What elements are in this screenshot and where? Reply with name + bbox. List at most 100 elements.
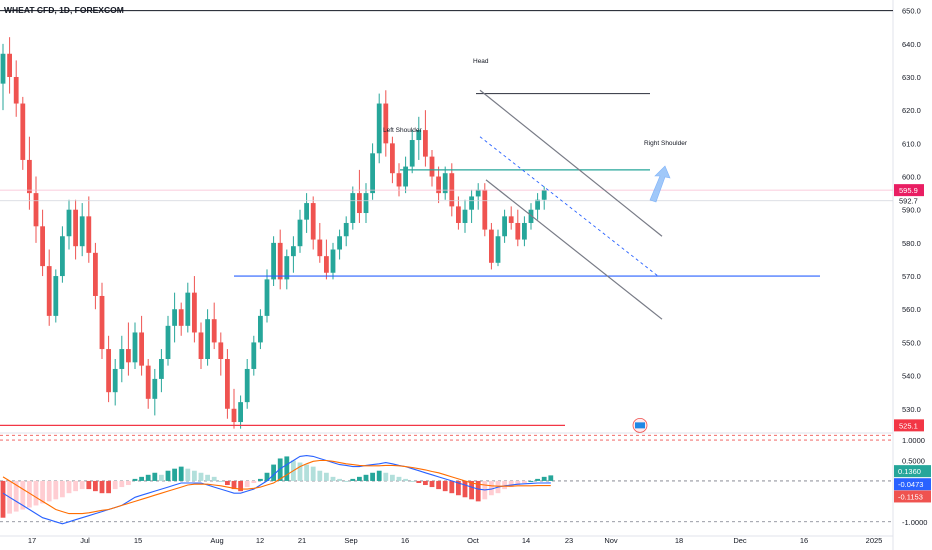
- candle-body: [185, 292, 191, 326]
- candle-body: [469, 196, 474, 210]
- candle-body: [119, 349, 125, 369]
- price-tick-label: 540.0: [902, 372, 921, 381]
- candle-body: [508, 216, 514, 223]
- macd-histogram-value-label: 0.1360: [898, 467, 921, 476]
- candle-body: [383, 103, 389, 144]
- candle-body: [357, 193, 362, 214]
- candle-body: [244, 368, 250, 403]
- time-tick-label: 16: [401, 536, 409, 545]
- time-tick-label: Sep: [344, 536, 357, 545]
- macd-histogram-bar: [238, 480, 243, 492]
- time-tick-label: 12: [256, 536, 264, 545]
- macd-histogram-bar: [198, 472, 204, 481]
- macd-histogram-bar: [376, 470, 382, 481]
- macd-histogram-bar: [218, 480, 224, 482]
- price-tick-label: 590.0: [902, 206, 921, 215]
- macd-histogram-bar: [93, 480, 98, 492]
- macd-histogram-bar: [0, 480, 6, 518]
- macd-histogram-bar: [357, 476, 362, 481]
- candle-body: [271, 242, 276, 280]
- price-tick-label: 610.0: [902, 139, 921, 148]
- candle-body: [20, 103, 26, 160]
- macd-histogram-bar: [73, 480, 78, 492]
- mid-price-label: 592.7: [899, 197, 918, 206]
- candle-body: [13, 76, 19, 104]
- candle-body: [522, 222, 527, 240]
- last-price-tag: [894, 184, 924, 197]
- macd-histogram-bar: [528, 480, 534, 482]
- channel-upper: [479, 89, 663, 237]
- macd-histogram-bar: [277, 458, 283, 481]
- macd-histogram-bar: [462, 480, 468, 498]
- candle-body: [205, 319, 210, 360]
- macd-histogram-bar: [139, 476, 144, 481]
- macd-histogram-bar: [442, 480, 448, 492]
- axis-layer: 530.0 540.0 550.0 560.0 570.0 580.0 590.0 600.0…: [28, 7, 931, 545]
- macd-value-tag: [894, 478, 931, 491]
- macd-histogram-bar: [535, 478, 540, 481]
- macd-histogram-bar: [159, 474, 164, 481]
- candle-body: [251, 342, 257, 369]
- time-tick-label: 21: [298, 536, 306, 545]
- time-tick-label: Jul: [80, 536, 90, 545]
- macd-histogram-bar: [165, 470, 171, 481]
- candle-body: [112, 368, 118, 393]
- candle-body: [27, 159, 32, 194]
- candle-body: [310, 203, 316, 240]
- candle-body: [218, 342, 224, 360]
- macd-histogram-bar: [324, 472, 329, 481]
- macd-histogram-bar: [66, 480, 72, 494]
- macd-histogram-bar: [310, 466, 316, 481]
- macd-histogram-bar: [99, 480, 105, 494]
- macd-histogram-bar: [317, 470, 323, 481]
- candle-body: [139, 332, 144, 366]
- macd-histogram-bar: [106, 480, 111, 494]
- macd-histogram-bar: [119, 480, 125, 488]
- macd-histogram-bar: [132, 478, 138, 481]
- candle-body: [258, 315, 263, 343]
- candle-body: [284, 256, 290, 280]
- macd-histogram-bar: [297, 462, 303, 481]
- price-pane[interactable]: [0, 37, 547, 429]
- macd-histogram-bar: [350, 478, 356, 481]
- time-tick-label: 16: [800, 536, 808, 545]
- candle-body: [60, 236, 65, 277]
- signal-value-tag: [894, 490, 931, 503]
- price-tick-label: 580.0: [902, 239, 921, 248]
- macd-histogram-bar: [436, 480, 441, 490]
- macd-histogram-bar: [172, 468, 177, 481]
- time-tick-label: 15: [134, 536, 142, 545]
- candle-body: [330, 249, 336, 273]
- macd-histogram-bar: [515, 480, 521, 486]
- macd-histogram-bar: [502, 480, 507, 490]
- macd-histogram-bar: [13, 480, 19, 512]
- candle-body: [126, 349, 131, 363]
- macd-value-label: -0.0473: [898, 480, 923, 489]
- macd-histogram-bar: [456, 480, 461, 496]
- macd-pane[interactable]: [0, 439, 893, 525]
- candle-body: [159, 359, 164, 379]
- candle-body: [106, 349, 111, 393]
- projection-arrow: [649, 165, 671, 203]
- time-tick-label: Nov: [604, 536, 618, 545]
- macd-histogram-bar: [383, 472, 389, 481]
- macd-histogram-bar: [264, 472, 270, 481]
- macd-histogram-bar: [53, 480, 59, 500]
- price-tick-label: 570.0: [902, 272, 921, 281]
- macd-histogram-bar: [522, 480, 527, 483]
- macd-histogram-bar: [126, 480, 131, 486]
- macd-histogram-bar: [541, 476, 547, 481]
- low-price-label: 525.1: [899, 421, 918, 430]
- macd-histogram-bar: [211, 476, 217, 481]
- macd-histogram-bar: [396, 476, 402, 481]
- macd-histogram-bar: [231, 480, 237, 490]
- signal-line: [2, 459, 551, 515]
- price-tick-label: 640.0: [902, 40, 921, 49]
- candle-body: [304, 203, 309, 220]
- candle-body: [145, 365, 151, 399]
- candle-body: [33, 193, 39, 227]
- macd-tick-label: -1.0000: [902, 518, 927, 527]
- candle-body: [99, 295, 105, 350]
- time-tick-label: 2025: [866, 536, 883, 545]
- macd-histogram-bar: [423, 480, 428, 486]
